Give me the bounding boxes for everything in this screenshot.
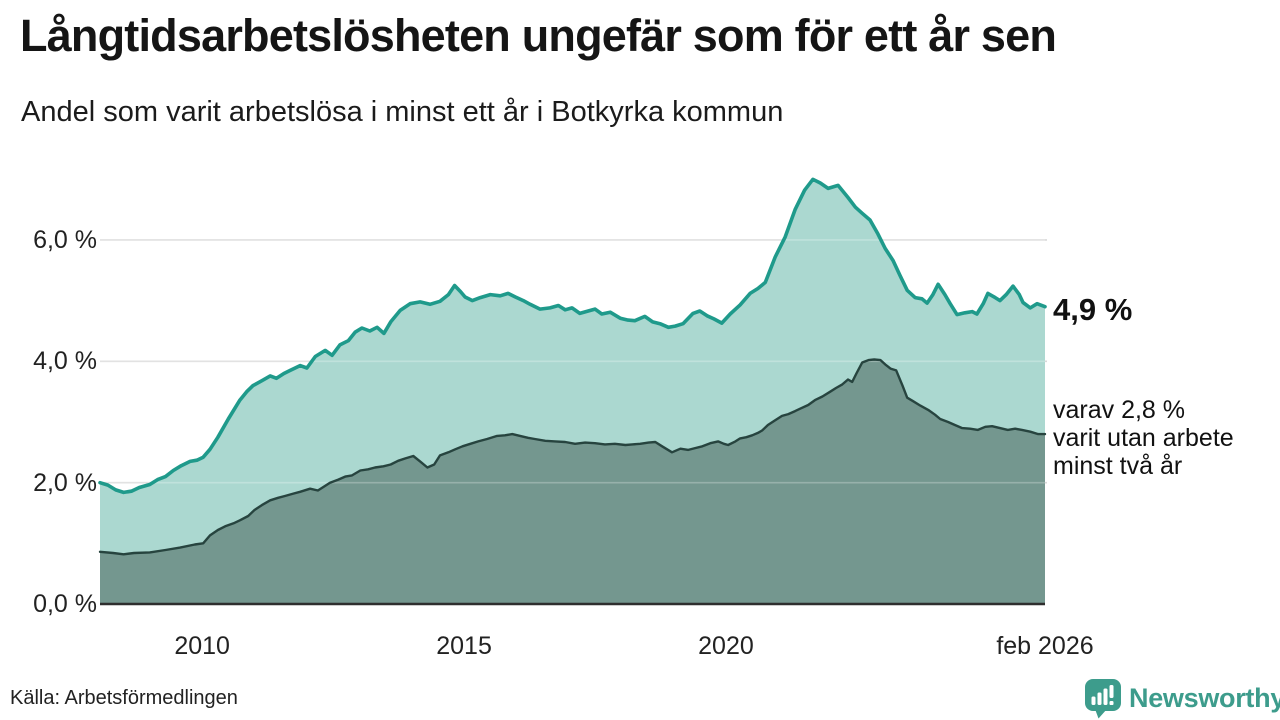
page-title: Långtidsarbetslösheten ungefär som för e…	[20, 10, 1057, 61]
x-tick-label: 2010	[174, 632, 230, 660]
line-two-year	[98, 358, 1047, 556]
newsworthy-wordmark: Newsworthy	[1129, 683, 1280, 713]
newsworthy-logo: Newsworthy	[1084, 678, 1280, 719]
annotation-line: varit utan arbete	[1053, 424, 1234, 452]
area-two-year	[100, 359, 1045, 604]
annotation-line: varav 2,8 %	[1053, 396, 1186, 424]
chart-subtitle: Andel som varit arbetslösa i minst ett å…	[21, 96, 784, 128]
annotation-line: minst två år	[1053, 452, 1183, 480]
y-tick-label: 0,0 %	[33, 590, 97, 618]
y-tick-label: 2,0 %	[33, 468, 97, 497]
x-tick-label: feb 2026	[996, 632, 1094, 660]
x-tick-label: 2020	[698, 632, 754, 660]
newsworthy-pin-barchart-icon	[1085, 679, 1121, 719]
source-note: Källa: Arbetsförmedlingen	[10, 687, 238, 709]
line-one-year	[98, 177, 1047, 495]
y-tick-label: 4,0 %	[33, 347, 97, 376]
y-tick-label: 6,0 %	[33, 225, 97, 254]
end-value-label-one-year: 4,9 %	[1053, 292, 1133, 327]
end-value-label-two-year: varav 2,8 % varit utan arbete minst två år	[1053, 396, 1234, 480]
x-tick-label: 2015	[436, 632, 492, 660]
